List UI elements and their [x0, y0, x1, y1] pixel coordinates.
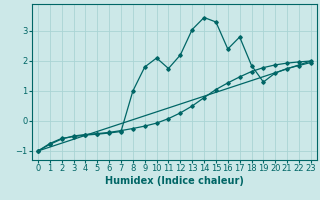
X-axis label: Humidex (Indice chaleur): Humidex (Indice chaleur)	[105, 176, 244, 186]
